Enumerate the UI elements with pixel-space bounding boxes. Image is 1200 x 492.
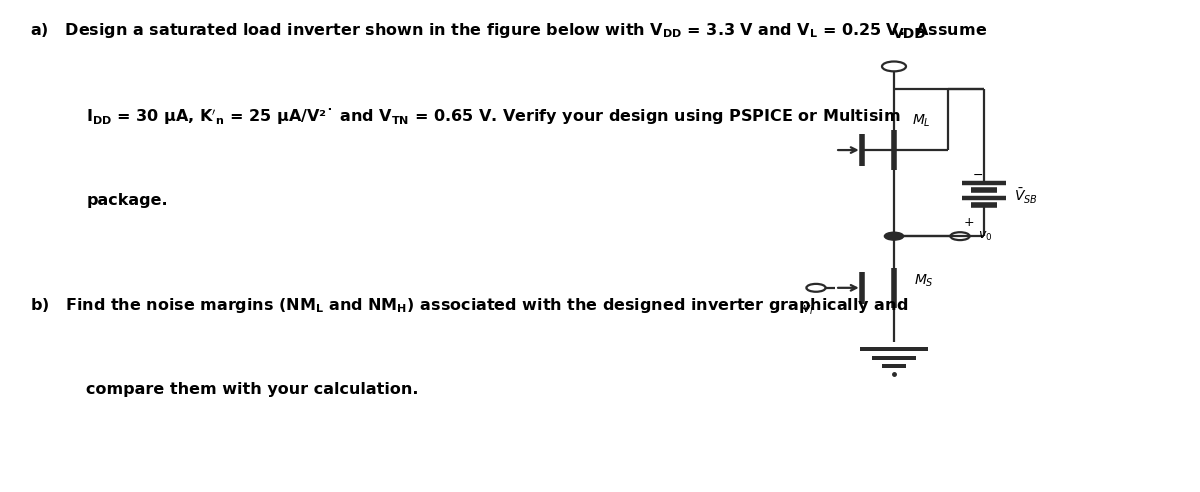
Text: $\bar{V}_{SB}$: $\bar{V}_{SB}$	[1014, 187, 1038, 207]
Text: compare them with your calculation.: compare them with your calculation.	[86, 382, 419, 397]
Text: $M_L$: $M_L$	[912, 112, 931, 129]
Text: $\mathbf{I_{DD}}$ = 30 μA, $\mathbf{K'_n}$ = 25 μA/V²˙ and $\mathbf{V_{TN}}$ = 0: $\mathbf{I_{DD}}$ = 30 μA, $\mathbf{K'_n…	[86, 107, 901, 127]
Text: $v_0$: $v_0$	[978, 230, 992, 243]
Circle shape	[884, 232, 904, 240]
Text: $-$: $-$	[972, 168, 984, 181]
Text: b)   Find the noise margins ($\mathbf{NM_L}$ and $\mathbf{NM_H}$) associated wit: b) Find the noise margins ($\mathbf{NM_L…	[30, 296, 908, 315]
Text: $M_S$: $M_S$	[914, 272, 935, 289]
Text: package.: package.	[86, 193, 168, 208]
Text: VDD: VDD	[893, 28, 926, 41]
Text: $v_I$: $v_I$	[802, 305, 814, 317]
Text: a)   Design a saturated load inverter shown in the figure below with $\mathbf{V_: a) Design a saturated load inverter show…	[30, 21, 988, 40]
Text: $+$: $+$	[962, 216, 974, 229]
